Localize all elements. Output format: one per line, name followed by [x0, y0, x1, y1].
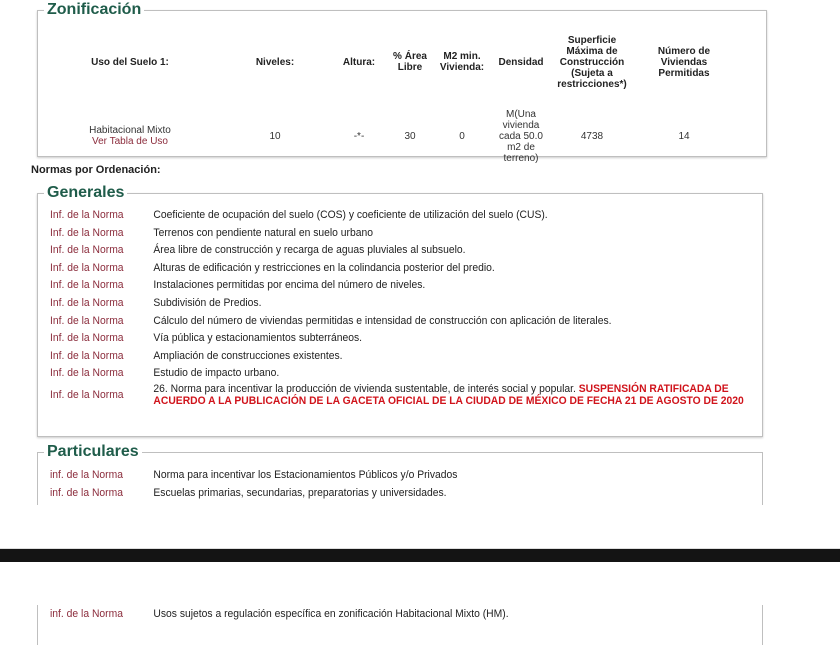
cell-area-libre: 30	[404, 130, 416, 142]
page-divider	[0, 548, 840, 562]
inf-norma-link[interactable]: Inf. de la Norma	[50, 349, 124, 362]
normas-title: Normas por Ordenación:	[31, 164, 161, 176]
inf-norma-link[interactable]: Inf. de la Norma	[50, 279, 124, 292]
inf-norma-link[interactable]: inf. de la Norma	[50, 469, 123, 481]
cell-superficie: 4738	[580, 130, 604, 142]
table-header: Uso del Suelo 1: Niveles: Altura: % Área…	[40, 22, 734, 102]
header-viviendas: Número de Viviendas Permitidas	[657, 45, 711, 79]
cell-uso: Habitacional Mixto Ver Tabla de Uso	[40, 102, 220, 170]
list-item: Inf. de la Norma Coeficiente de ocupación…	[50, 209, 746, 221]
list-item: Inf. de la Norma Alturas de edificación y…	[50, 262, 746, 274]
cell-viviendas: 14	[678, 130, 690, 142]
norma-description: 26. Norma para incentivar la producción …	[153, 383, 579, 395]
generales-panel: Generales Inf. de la Norma 26. Norma par…	[37, 183, 763, 437]
list-item: Inf. de la Norma Área libre de construcci…	[50, 244, 746, 256]
zonificacion-title: Zonificación	[44, 0, 145, 20]
cell-niveles: 10	[269, 130, 281, 142]
norma-text: Terrenos con pendiente natural en suelo …	[153, 226, 374, 239]
inf-norma-link[interactable]: Inf. de la Norma	[50, 261, 124, 274]
list-item: Inf. de la Norma Vía pública y estacionam…	[50, 332, 746, 344]
cell-densidad: M(Una vivienda cada 50.0 m2 de terreno)	[499, 108, 543, 164]
list-item: Inf. de la Norma Subdivisión de Predios.	[50, 297, 746, 309]
inf-norma-link[interactable]: Inf. de la Norma	[50, 389, 124, 401]
particulares-panel: Particulares inf. de la Norma Norma para …	[37, 442, 763, 505]
norma-text: Cálculo del número de viviendas permitid…	[153, 314, 612, 327]
norma-text: Coeficiente de ocupación del suelo (COS)…	[153, 209, 548, 221]
inf-norma-link[interactable]: Inf. de la Norma	[50, 244, 124, 257]
uso-value: Habitacional Mixto	[89, 125, 171, 136]
norma-text: Usos sujetos a regulación específica en …	[153, 608, 509, 620]
norma-text: Ampliación de construcciones existentes.	[153, 349, 343, 362]
generales-title: Generales	[44, 183, 128, 203]
list-item: Inf. de la Norma Terrenos con pendiente n…	[50, 227, 746, 239]
particulares-title: Particulares	[44, 442, 142, 462]
header-niveles: Niveles:	[255, 56, 295, 68]
inf-norma-link[interactable]: Inf. de la Norma	[50, 332, 124, 345]
cell-altura: -*-	[353, 130, 365, 142]
suspension-warning: SUSPENSIÓN RATIFICADA DE ACUERDO A LA PU…	[153, 383, 744, 407]
norma-text: Estudio de impacto urbano.	[153, 367, 280, 380]
header-superficie: Superficie Máxima de Construcción (Sujet…	[557, 34, 627, 90]
list-item: Inf. de la Norma Ampliación de construcci…	[50, 350, 746, 362]
list-item: Inf. de la Norma Estudio de impacto urban…	[50, 367, 746, 379]
norma-text: Escuelas primarias, secundarias, prepara…	[153, 486, 447, 499]
inf-norma-link[interactable]: Inf. de la Norma	[50, 367, 124, 380]
norma-text: Alturas de edificación y restricciones e…	[153, 261, 495, 274]
zonificacion-panel: Zonificación	[37, 0, 767, 157]
inf-norma-link[interactable]: Inf. de la Norma	[50, 314, 124, 327]
header-area-libre: % Área Libre	[393, 51, 427, 73]
norma-text: Área libre de construcción y recarga de …	[153, 244, 466, 257]
header-densidad: Densidad	[498, 56, 544, 68]
norma-text: Norma para incentivar los Estacionamient…	[153, 469, 458, 481]
norma-text: Vía pública y estacionamientos subterrán…	[153, 332, 363, 345]
inf-norma-link[interactable]: Inf. de la Norma	[50, 209, 124, 221]
particulares-panel-continued: inf. de la Norma Usos sujetos a regulaci…	[37, 605, 763, 645]
list-item: Inf. de la Norma 26. Norma para incentiv…	[50, 383, 746, 407]
norma-text: 26. Norma para incentivar la producción …	[153, 383, 745, 407]
list-item: inf. de la Norma Escuelas primarias, secu…	[50, 487, 746, 499]
inf-norma-link[interactable]: inf. de la Norma	[50, 486, 123, 499]
cell-m2-min: 0	[459, 130, 465, 142]
table-row: Habitacional Mixto Ver Tabla de Uso 10 -*…	[40, 102, 734, 170]
list-item: inf. de la Norma Usos sujetos a regulaci…	[50, 608, 746, 620]
inf-norma-link[interactable]: Inf. de la Norma	[50, 297, 124, 309]
inf-norma-link[interactable]: inf. de la Norma	[50, 608, 123, 620]
list-item: Inf. de la Norma Cálculo del número de vi…	[50, 315, 746, 327]
zonificacion-table: Uso del Suelo 1: Niveles: Altura: % Área…	[40, 22, 734, 170]
header-altura: Altura:	[342, 56, 376, 68]
norma-text: Instalaciones permitidas por encima del …	[153, 279, 426, 292]
header-uso: Uso del Suelo 1:	[91, 56, 169, 68]
list-item: inf. de la Norma Norma para incentivar lo…	[50, 469, 746, 481]
ver-tabla-de-uso-link[interactable]: Ver Tabla de Uso	[92, 136, 168, 147]
header-m2-min: M2 min. Vivienda:	[439, 51, 485, 73]
list-item: Inf. de la Norma Instalaciones permitidas…	[50, 279, 746, 291]
norma-text: Subdivisión de Predios.	[153, 297, 262, 309]
inf-norma-link[interactable]: Inf. de la Norma	[50, 226, 124, 239]
